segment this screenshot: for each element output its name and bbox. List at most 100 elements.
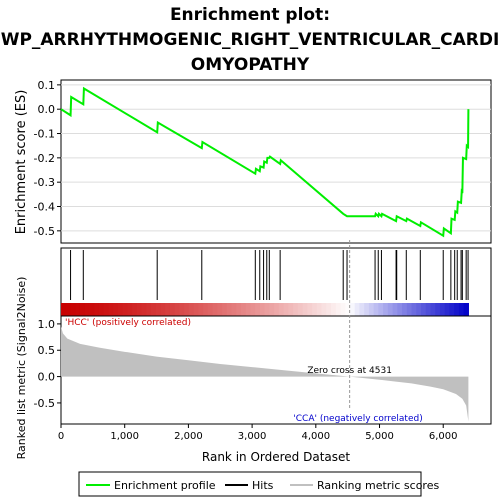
rank-color-cell: [373, 303, 379, 316]
rank-color-cell: [89, 303, 95, 316]
x-axis-label: Rank in Ordered Dataset: [202, 450, 350, 464]
metric-y-tick-label: -0.5: [34, 397, 55, 410]
es-y-tick-label: -0.2: [34, 152, 55, 165]
rank-color-cell: [241, 303, 247, 316]
rank-color-cell: [458, 303, 465, 316]
rank-color-cell: [151, 303, 157, 316]
rank-color-cell: [193, 303, 199, 316]
rank-color-cell: [331, 303, 337, 316]
x-axis: 0 1,000 2,000 3,000 4,000 5,000 6,000: [58, 424, 458, 442]
rank-color-cell: [141, 303, 147, 316]
x-tick-label: 1,000: [110, 431, 139, 442]
rank-color-cell: [132, 303, 138, 316]
rank-color-cell: [364, 303, 370, 316]
x-tick-label: 3,000: [238, 431, 267, 442]
negative-correlation-label: 'CCA' (negatively correlated): [293, 414, 422, 424]
rank-color-cell: [127, 303, 133, 316]
rank-color-cell: [402, 303, 408, 316]
rank-color-cell: [454, 303, 460, 316]
hits-panel: [60, 247, 492, 317]
chart-title-line-3: OMYOPATHY: [191, 55, 310, 75]
rank-color-cell: [421, 303, 427, 316]
metric-y-axis: 1.0 0.5 0.0 -0.5: [34, 318, 61, 410]
rank-color-cell: [122, 303, 128, 316]
rank-color-cell: [146, 303, 152, 316]
rank-color-cell: [179, 303, 185, 316]
rank-color-cell: [288, 303, 294, 316]
rank-color-cell: [387, 303, 394, 316]
legend-hits-label: Hits: [252, 479, 274, 492]
x-tick-label: 5,000: [365, 431, 394, 442]
rank-color-cell: [136, 303, 143, 316]
metric-y-tick-label: 0.0: [38, 371, 56, 384]
rank-color-cell: [226, 303, 233, 316]
rank-color-cell: [160, 303, 166, 316]
x-tick-label: 4,000: [301, 431, 330, 442]
rank-color-band: [61, 303, 469, 316]
es-grid: [61, 84, 491, 232]
rank-color-cell: [321, 303, 327, 316]
rank-color-cell: [84, 303, 91, 316]
es-y-tick-label: -0.4: [34, 201, 55, 214]
rank-color-cell: [444, 303, 451, 316]
es-y-axis-label: Enrichment score (ES): [14, 90, 29, 235]
rank-color-cell: [463, 303, 469, 316]
enrichment-profile-line: [60, 86, 470, 238]
rank-color-cell: [283, 303, 289, 316]
rank-color-cell: [302, 303, 308, 316]
rank-color-cell: [416, 303, 422, 316]
rank-color-cell: [61, 303, 67, 316]
rank-color-cell: [368, 303, 375, 316]
rank-color-cell: [79, 303, 86, 316]
rank-color-cell: [203, 303, 209, 316]
rank-color-cell: [212, 303, 218, 316]
x-tick-label: 6,000: [429, 431, 458, 442]
rank-color-cell: [378, 303, 384, 316]
rank-color-cell: [207, 303, 214, 316]
rank-color-cell: [449, 303, 455, 316]
legend: Enrichment profile Hits Ranking metric s…: [78, 471, 439, 497]
rank-color-cell: [222, 303, 228, 316]
metric-y-tick-label: 0.5: [38, 344, 56, 357]
rank-color-cell: [383, 303, 389, 316]
es-y-tick-label: -0.3: [34, 176, 55, 189]
rank-color-cell: [293, 303, 299, 316]
legend-box: [78, 471, 422, 497]
ranking-metric-area: [61, 326, 469, 422]
rank-color-cell: [411, 303, 417, 316]
rank-color-cell: [245, 303, 252, 316]
rank-color-cell: [117, 303, 124, 316]
es-y-tick-label: -0.5: [34, 225, 55, 238]
rank-color-cell: [103, 303, 109, 316]
es-panel: 0.1 0.0 -0.1 -0.2 -0.3 -0.4 -0.5 Enrichment sc…: [14, 79, 492, 244]
chart-title-line-2: WP_ARRHYTHMOGENIC_RIGHT_VENTRICULAR_CARD…: [1, 30, 500, 50]
rank-color-cell: [198, 303, 204, 316]
rank-color-cell: [65, 303, 72, 316]
rank-color-cell: [335, 303, 342, 316]
rank-color-cell: [406, 303, 413, 316]
rank-color-cell: [269, 303, 275, 316]
rank-color-cell: [255, 303, 261, 316]
rank-color-cell: [217, 303, 223, 316]
rank-color-cell: [359, 303, 365, 316]
legend-enrichment-profile-label: Enrichment profile: [114, 479, 216, 492]
rank-color-cell: [345, 303, 351, 316]
rank-color-cell: [169, 303, 176, 316]
es-y-tick-label: 0.0: [38, 103, 56, 116]
es-y-tick-label: -0.1: [34, 128, 55, 141]
rank-color-cell: [231, 303, 237, 316]
rank-color-cell: [354, 303, 361, 316]
x-tick-label: 2,000: [174, 431, 203, 442]
rank-color-cell: [435, 303, 441, 316]
rank-color-cell: [70, 303, 76, 316]
es-y-tick-label: 0.1: [38, 79, 56, 92]
legend-ranking-metric-label: Ranking metric scores: [317, 479, 439, 492]
rank-color-cell: [108, 303, 114, 316]
rank-color-cell: [264, 303, 271, 316]
rank-color-cell: [439, 303, 446, 316]
es-y-axis: 0.1 0.0 -0.1 -0.2 -0.3 -0.4 -0.5: [34, 79, 61, 238]
rank-color-cell: [165, 303, 171, 316]
rank-color-cell: [94, 303, 100, 316]
hit-markers: [70, 250, 469, 300]
